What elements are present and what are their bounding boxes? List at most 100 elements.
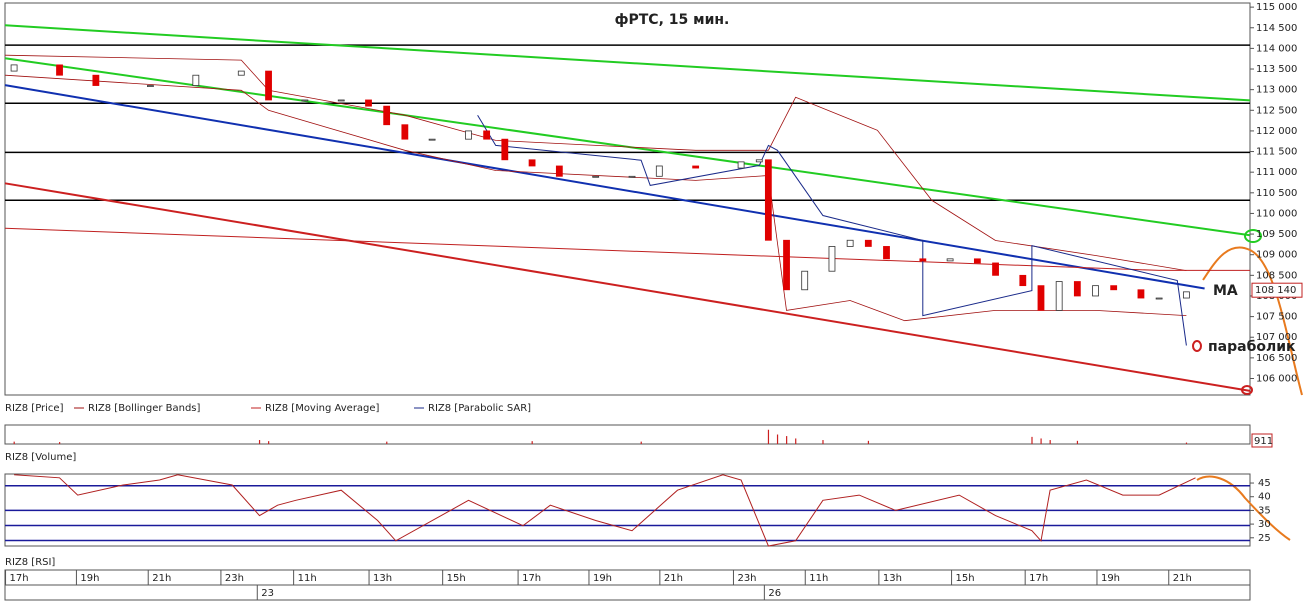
panel-label: RIZ8 [Volume] [5,452,76,463]
candle-body [1073,281,1081,297]
x-tick-label: 19h [80,573,99,584]
candle-body [501,138,509,161]
x-tick-label: 11h [298,573,317,584]
x-tick-label: 15h [956,573,975,584]
volume-bar [867,440,870,444]
volume-bar [822,440,824,444]
candle-body [828,246,836,272]
candle-body [801,270,809,291]
y-tick-label: 30 [1258,519,1271,530]
volume-bar [1049,440,1051,444]
candle-body [628,175,636,178]
y-tick-label: 108 500 [1256,270,1297,281]
candle-body [147,85,154,87]
x-tick-label: 21h [152,573,171,584]
volume-bar [786,436,788,444]
volume-panel [4,424,1251,445]
candle-body [237,70,245,76]
volume-bar [258,440,261,444]
candle-body [864,239,872,247]
marker-circle [1192,340,1202,352]
y-tick-label: 106 500 [1256,353,1297,364]
value-tag-label: 911 [1254,436,1273,447]
y-tick-label: 113 000 [1256,85,1297,96]
candle-body [428,138,436,141]
x-tick-label: 21h [1173,573,1192,584]
candle-body [401,124,409,140]
panel-label: RIZ8 [RSI] [5,557,55,568]
price-tag-label: 108 140 [1255,285,1296,296]
volume-bar [795,438,797,444]
candle-body [919,258,927,262]
y-tick-label: 112 000 [1256,126,1297,137]
y-tick-label: 106 000 [1256,373,1297,384]
y-tick-label: 40 [1258,492,1271,503]
candle-body [483,130,491,140]
candle-body [528,159,536,167]
y-tick-label: 107 500 [1256,312,1297,323]
candle-body [946,258,954,262]
y-tick-label: 107 000 [1256,332,1297,343]
y-tick-label: 112 500 [1256,105,1297,116]
volume-bar [13,441,15,444]
indicator-line [4,227,1250,271]
candle-body [692,165,700,169]
candle-body [10,64,18,72]
candle-body [555,165,563,177]
value-tag [1251,433,1273,448]
candle-body [301,99,309,102]
x-tick-label: 21h [664,573,683,584]
y-tick-label: 109 000 [1256,250,1297,261]
legend-entry: RIZ8 [Price] [5,403,64,414]
candle-body [764,159,772,241]
volume-bar [1076,440,1079,444]
y-tick-label: 115 000 [1256,2,1297,13]
hand-drawn-curve [1196,475,1291,541]
candle-body [1110,285,1118,291]
y-tick-label: 113 500 [1256,64,1297,75]
y-tick-label: 111 000 [1256,167,1297,178]
y-tick-label: 114 000 [1256,43,1297,54]
candle-body [1019,274,1027,287]
band-line [4,74,1187,322]
y-tick-label: 111 500 [1256,147,1297,158]
x-tick-label: 13h [883,573,902,584]
candle-body [1092,285,1099,297]
candle-body [846,239,854,247]
volume-bar [531,441,533,444]
rsi-line [14,474,1196,547]
x-tick-label: 11h [809,573,828,584]
volume-bar [1031,436,1033,444]
annotation: параболик [1208,339,1296,355]
candle-body [337,99,345,102]
candle-body [365,99,372,107]
hand-drawn-curve [1202,246,1303,396]
y-tick-label: 45 [1258,478,1271,489]
x-tick-label: 13h [373,573,392,584]
candle-body [192,74,200,86]
candle-body [755,159,763,163]
trend-line [4,24,1251,102]
candle-body [56,64,63,76]
date-label: 23 [261,588,274,599]
candle-body [92,74,100,86]
y-tick-label: 114 500 [1256,23,1297,34]
candle-body [737,161,745,169]
candle-body [1155,297,1163,300]
x-tick-label: 17h [1029,573,1048,584]
candle-body [383,105,391,126]
x-tick-label: 19h [1101,573,1120,584]
candle-body [992,262,999,276]
price-panel [4,2,1251,396]
band-line [4,54,1187,271]
trend-line [4,84,1205,290]
date-label: 26 [768,588,781,599]
volume-bar [640,441,642,444]
y-tick-label: 35 [1258,505,1271,516]
candle-body [883,246,890,260]
legend-entry: RIZ8 [Bollinger Bands] [88,403,201,414]
volume-bar [268,441,270,444]
volume-bar [59,442,61,444]
legend-entry: RIZ8 [Moving Average] [265,403,380,414]
